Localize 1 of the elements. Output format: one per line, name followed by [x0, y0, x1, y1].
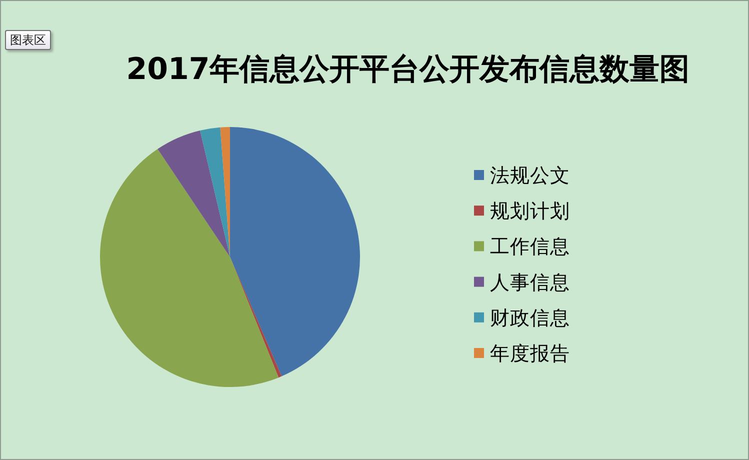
- title: 2017年信息公开平台公开发布信息数量图: [126, 52, 690, 87]
